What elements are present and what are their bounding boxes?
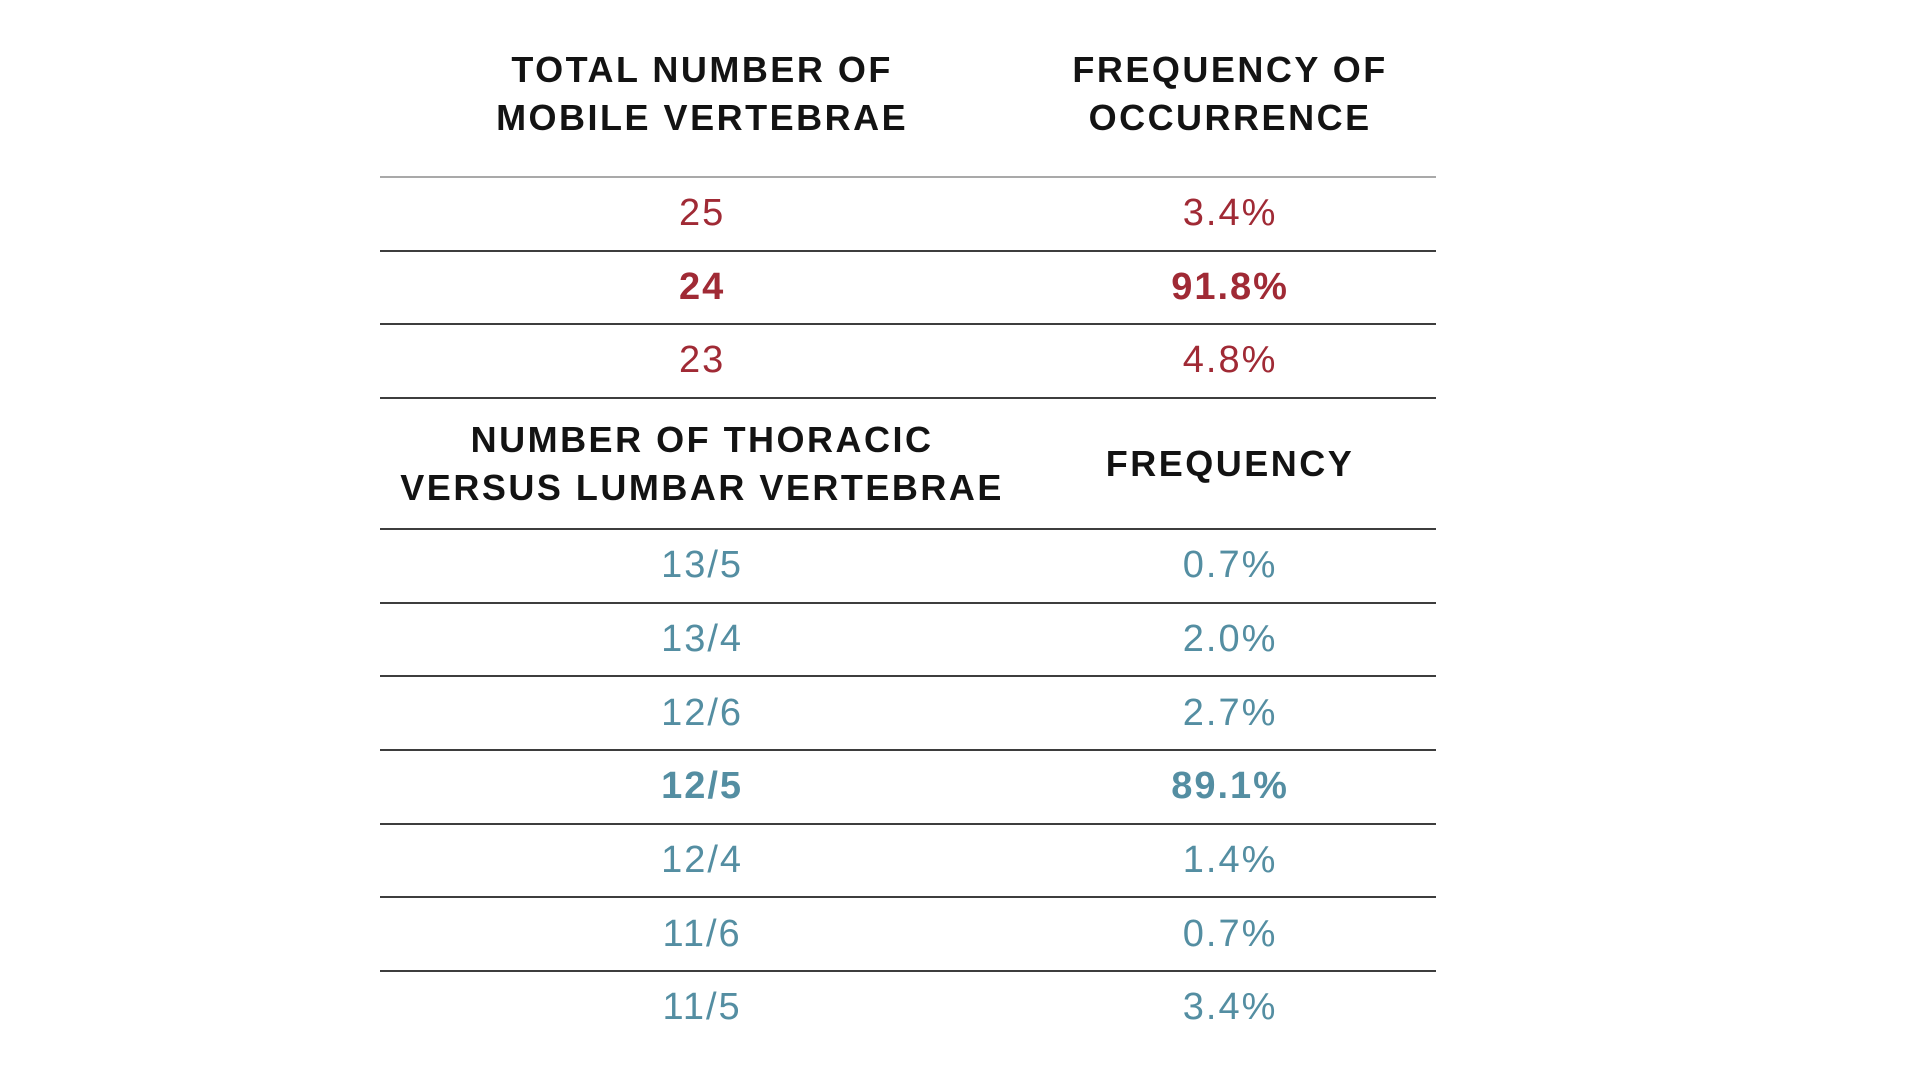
header-line: FREQUENCY <box>1105 443 1355 485</box>
table2-body: 13/5 0.7% 13/4 2.0% 12/6 2.7% 12/5 89.1%… <box>380 528 1436 1044</box>
thoracic-lumbar-ratio-cell: 13/5 <box>661 544 744 587</box>
table1-header-row: TOTAL NUMBER OF MOBILE VERTEBRAE FREQUEN… <box>380 0 1436 176</box>
vertebrae-count-cell: 23 <box>678 339 726 382</box>
thoracic-lumbar-ratio-cell: 12/6 <box>661 691 744 734</box>
column-header-frequency-of-occurrence: FREQUENCY OF OCCURRENCE <box>1024 12 1436 176</box>
column-header-total-mobile-vertebrae: TOTAL NUMBER OF MOBILE VERTEBRAE <box>380 12 1024 176</box>
table-row: 24 91.8% <box>380 249 1436 324</box>
frequency-value-cell: 0.7% <box>1182 544 1278 587</box>
frequency-value-cell: 89.1% <box>1171 765 1289 808</box>
frequency-value-cell: 4.8% <box>1182 339 1278 382</box>
header-line: TOTAL NUMBER OF <box>511 49 893 90</box>
column-header-thoracic-versus-lumbar: NUMBER OF THORACIC VERSUS LUMBAR VERTEBR… <box>380 401 1024 529</box>
thoracic-lumbar-ratio-cell: 11/5 <box>662 986 742 1029</box>
table-row: 13/5 0.7% <box>380 528 1436 602</box>
frequency-value-cell: 0.7% <box>1182 912 1278 955</box>
column-header-frequency: FREQUENCY <box>1024 401 1436 529</box>
header-line: MOBILE VERTEBRAE <box>496 97 909 138</box>
thoracic-lumbar-ratio-cell: 11/6 <box>662 912 742 955</box>
header-line: NUMBER OF THORACIC <box>470 419 934 461</box>
table1-body: 25 3.4% 24 91.8% 23 4.8% <box>380 176 1436 397</box>
thoracic-lumbar-ratio-cell: 12/4 <box>661 839 744 882</box>
header-line: FREQUENCY OF <box>1072 49 1388 90</box>
thoracic-lumbar-ratio-cell: 13/4 <box>661 618 744 661</box>
table-row: 13/4 2.0% <box>380 601 1436 676</box>
table-row: 12/5 89.1% <box>380 749 1436 823</box>
table-row: 11/6 0.7% <box>380 896 1436 970</box>
table-row: 23 4.8% <box>380 323 1436 397</box>
frequency-value-cell: 2.7% <box>1182 691 1278 734</box>
table-row: 12/4 1.4% <box>380 822 1436 897</box>
thoracic-lumbar-ratio-cell: 12/5 <box>661 765 744 808</box>
table-row: 11/5 3.4% <box>380 970 1436 1044</box>
header-line: VERSUS LUMBAR VERTEBRAE <box>400 467 1004 509</box>
vertebrae-count-cell: 25 <box>678 192 726 235</box>
table2-header-row: NUMBER OF THORACIC VERSUS LUMBAR VERTEBR… <box>380 396 1436 529</box>
table-row: 12/6 2.7% <box>380 675 1436 749</box>
vertebrae-count-cell: 24 <box>678 265 726 308</box>
table-row: 25 3.4% <box>380 176 1436 250</box>
frequency-value-cell: 2.0% <box>1182 618 1278 661</box>
table-thoracic-versus-lumbar: NUMBER OF THORACIC VERSUS LUMBAR VERTEBR… <box>380 396 1436 1044</box>
vertebrae-frequency-tables: TOTAL NUMBER OF MOBILE VERTEBRAE FREQUEN… <box>380 0 1436 1044</box>
table-total-mobile-vertebrae: TOTAL NUMBER OF MOBILE VERTEBRAE FREQUEN… <box>380 0 1436 397</box>
frequency-value-cell: 91.8% <box>1171 265 1289 308</box>
frequency-value-cell: 1.4% <box>1182 839 1278 882</box>
header-line: OCCURRENCE <box>1088 97 1372 138</box>
frequency-value-cell: 3.4% <box>1182 986 1278 1029</box>
frequency-value-cell: 3.4% <box>1182 192 1278 235</box>
